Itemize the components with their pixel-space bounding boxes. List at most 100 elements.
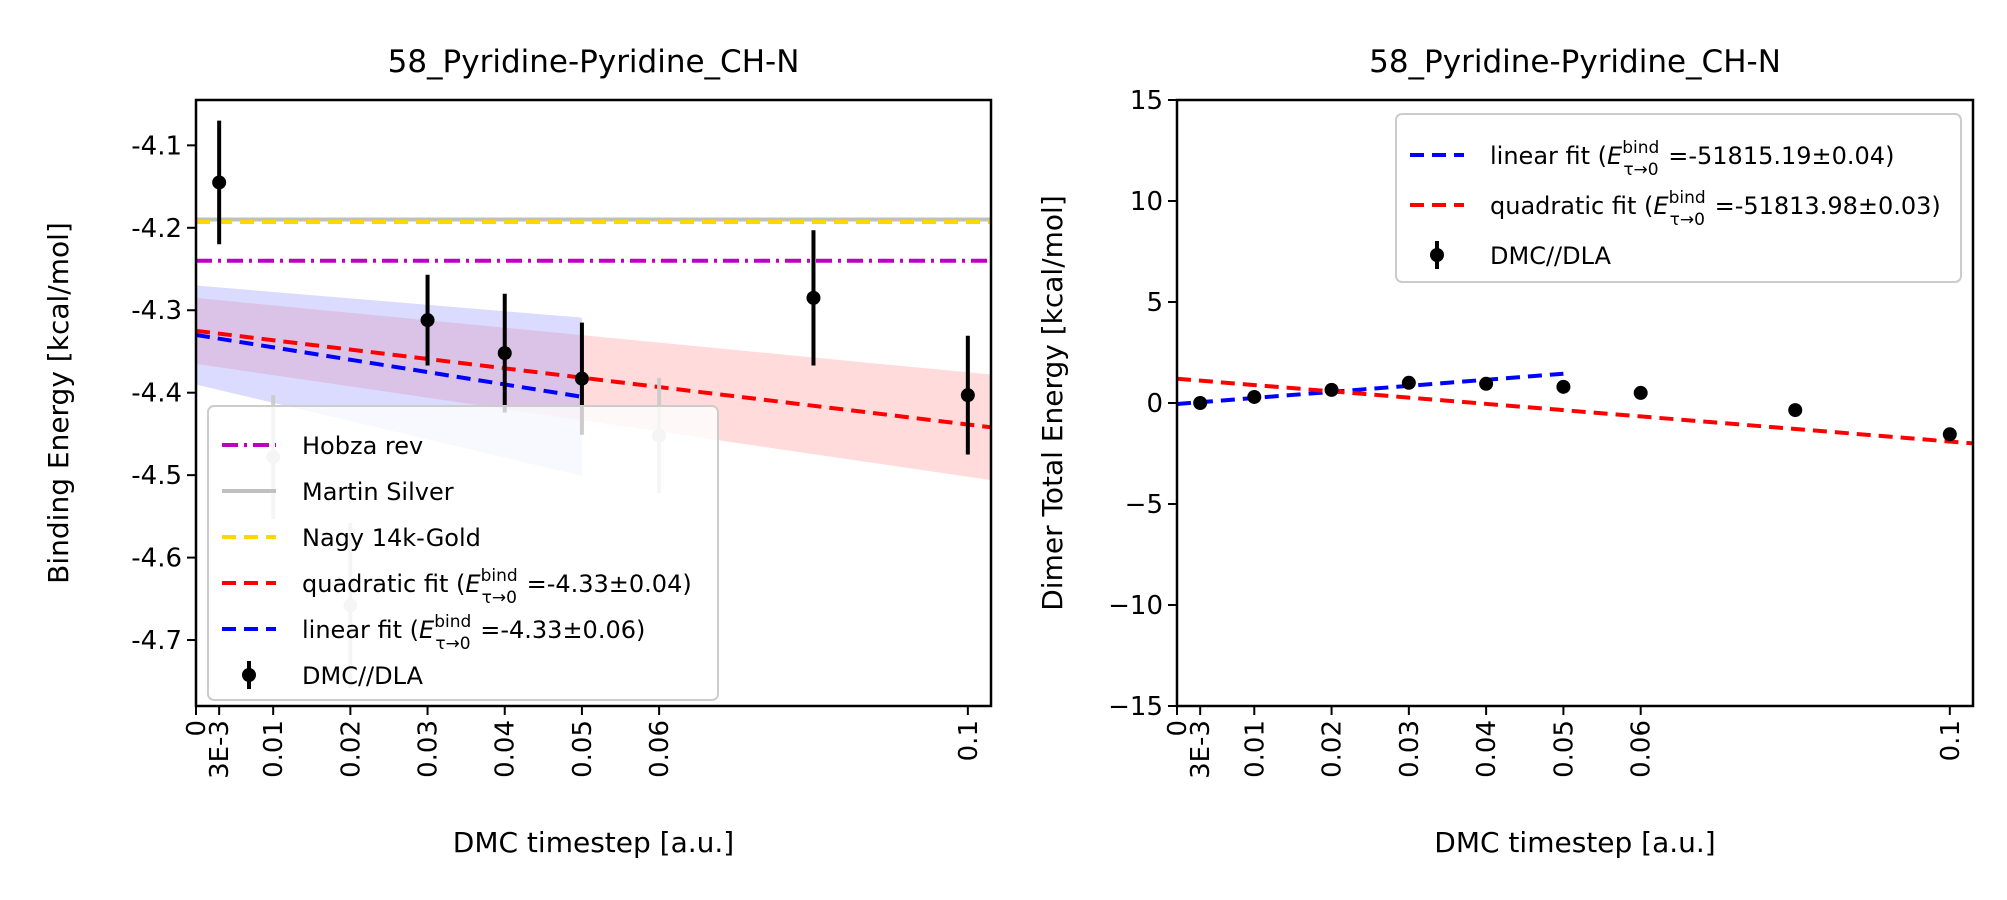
legend-value: =-51815.19±0.04) — [1661, 142, 1895, 170]
legend-math-sup: bind — [1622, 138, 1659, 158]
legend: Hobza rev Martin Silver Nagy 14k-Gold quadr… — [207, 405, 719, 701]
x-tick-label: 0.1 — [954, 720, 984, 761]
x-tick-label: 3E-3 — [205, 720, 235, 779]
legend-label-text: Hobza rev — [302, 432, 423, 460]
data-point — [806, 290, 821, 305]
chart-1: 03E-3 0.01 0.02 0.03 0.04 0.05 0.06 0.1 -4.1 -4.2… — [42, 44, 993, 859]
y-tick-label: −10 — [1108, 591, 1163, 621]
y-tick-label: 0 — [1146, 389, 1163, 419]
legend-label-text: Nagy 14k-Gold — [302, 524, 481, 552]
legend-label: Hobza rev — [302, 432, 423, 460]
legend-box — [207, 405, 719, 701]
legend-math-sub: τ→0 — [435, 634, 470, 654]
legend-math-symbol: E — [465, 570, 481, 598]
y-tick-label: -4.6 — [131, 544, 182, 574]
x-tick-label: 0.04 — [1472, 720, 1502, 778]
legend-value: =-4.33±0.06) — [473, 616, 646, 644]
x-tick-label: 0.05 — [568, 720, 598, 778]
x-tick-label: 0.02 — [336, 720, 366, 778]
data-point — [212, 175, 227, 190]
legend-math-symbol: E — [1607, 142, 1623, 170]
legend-math-sup: bind — [434, 612, 471, 632]
x-tick-label: 0.04 — [491, 720, 521, 778]
plot-area — [1177, 371, 1973, 446]
fit-line-1 — [1177, 371, 1564, 407]
y-tick-label: -4.4 — [131, 379, 182, 409]
x-tick-label: 0.06 — [645, 720, 675, 778]
x-axis-label: DMC timestep [a.u.] — [453, 826, 734, 859]
legend-label: DMC//DLA — [1490, 242, 1612, 270]
legend-math-sub: τ→0 — [482, 588, 517, 608]
legend-label-text: linear fit ( — [1490, 142, 1607, 170]
legend-value: =-51813.98±0.03) — [1707, 192, 1941, 220]
data-point — [1324, 382, 1339, 397]
x-tick-label: 0.02 — [1318, 720, 1348, 778]
data-point — [1942, 427, 1957, 442]
legend-label-text: Martin Silver — [302, 478, 454, 506]
y-tick-label: -4.5 — [131, 461, 182, 491]
y-tick-label: -4.2 — [131, 214, 182, 244]
legend-label-text: DMC//DLA — [302, 662, 424, 690]
legend-math-sup: bind — [481, 566, 518, 586]
x-tick-label: 0.01 — [1240, 720, 1270, 778]
y-tick-label: -4.7 — [131, 626, 182, 656]
data-point — [497, 346, 512, 361]
legend-label: Martin Silver — [302, 478, 454, 506]
x-tick-label: 0.05 — [1549, 720, 1579, 778]
data-point — [960, 388, 975, 403]
y-tick-label: −5 — [1125, 490, 1163, 520]
x-tick-label: 0 — [182, 720, 212, 737]
legend-label: quadratic fit (Ebind τ→0 =-4.33±0.04) — [302, 566, 692, 608]
fit-line-2 — [1177, 376, 1973, 446]
y-tick-label: 10 — [1130, 187, 1163, 217]
data-point — [1247, 389, 1262, 404]
data-point — [1193, 396, 1208, 410]
legend-label: quadratic fit (Ebind τ→0 =-51813.98±0.03) — [1490, 188, 1941, 230]
legend-marker — [1430, 248, 1444, 262]
legend-label: linear fit (Ebind τ→0 =-51815.19±0.04) — [1490, 138, 1894, 180]
legend-label: DMC//DLA — [302, 662, 424, 690]
y-tick-label: -4.1 — [131, 131, 182, 161]
y-axis-label: Dimer Total Energy [kcal/mol] — [1036, 195, 1069, 611]
legend-value: =-4.33±0.04) — [519, 570, 692, 598]
legend-math-sub: τ→0 — [1623, 160, 1658, 180]
data-point — [574, 371, 589, 386]
data-point — [420, 313, 435, 328]
axes-frame — [194, 98, 993, 708]
legend-label-text: linear fit ( — [302, 616, 419, 644]
x-tick-label: 0 — [1163, 720, 1193, 737]
y-tick-label: −15 — [1108, 692, 1163, 722]
x-tick-label: 0.03 — [414, 720, 444, 778]
data-point — [1479, 376, 1494, 391]
chart-2: 03E-3 0.01 0.02 0.03 0.04 0.05 0.06 0.1−15−10−5… — [1036, 44, 1975, 859]
legend-math-symbol: E — [1653, 192, 1669, 220]
legend-label-text: DMC//DLA — [1490, 242, 1612, 270]
x-tick-label: 0.03 — [1395, 720, 1425, 778]
fit-band-1 — [196, 297, 991, 481]
data-point — [1633, 385, 1648, 400]
data-point — [1556, 379, 1571, 394]
legend-label: linear fit (Ebind τ→0 =-4.33±0.06) — [302, 612, 645, 654]
fit-line-1 — [196, 328, 991, 430]
data-point — [1401, 375, 1416, 390]
y-tick-label: -4.3 — [131, 296, 182, 326]
legend-marker — [242, 668, 256, 682]
x-axis-label: DMC timestep [a.u.] — [1434, 826, 1715, 859]
x-tick-label: 0.01 — [259, 720, 289, 778]
y-tick-label: 5 — [1146, 288, 1163, 318]
y-axis-label: Binding Energy [kcal/mol] — [42, 222, 75, 584]
y-tick-label: 15 — [1130, 86, 1163, 116]
legend-box — [1395, 113, 1962, 283]
chart-title: 58_Pyridine-Pyridine_CH-N — [1369, 44, 1781, 80]
x-tick-label: 3E-3 — [1186, 720, 1216, 779]
legend-label: Nagy 14k-Gold — [302, 524, 481, 552]
legend-math-sup: bind — [1669, 188, 1706, 208]
legend: linear fit (Ebind τ→0 =-51815.19±0.04)qua… — [1395, 113, 1962, 283]
chart-title: 58_Pyridine-Pyridine_CH-N — [388, 44, 800, 80]
x-tick-label: 0.1 — [1936, 720, 1966, 761]
x-tick-label: 0.06 — [1627, 720, 1657, 778]
data-point — [1788, 403, 1803, 418]
legend-math-symbol: E — [419, 616, 435, 644]
legend-label-text: quadratic fit ( — [1490, 192, 1653, 220]
